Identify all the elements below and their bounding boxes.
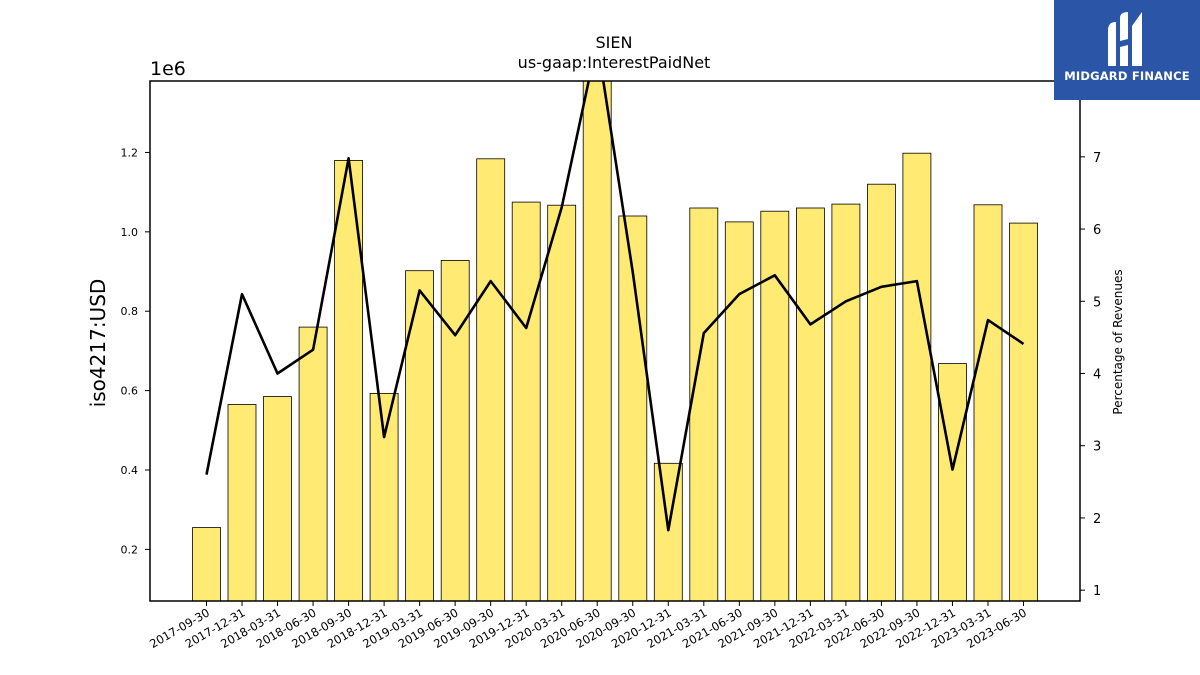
y2-tick-label: 3 bbox=[1093, 440, 1101, 455]
y-axis-label: iso4217:USD bbox=[86, 279, 110, 408]
bar bbox=[867, 183, 896, 601]
bar bbox=[369, 392, 399, 601]
plot-frame bbox=[149, 80, 1081, 602]
bar bbox=[192, 527, 221, 601]
bar bbox=[263, 396, 292, 601]
y-offset-label: 1e6 bbox=[150, 58, 186, 80]
bar bbox=[1009, 222, 1038, 601]
bar bbox=[476, 158, 506, 601]
bar bbox=[653, 462, 683, 601]
chart-title: SIEN bbox=[596, 33, 633, 52]
brand-logo: MIDGARD FINANCE bbox=[1054, 0, 1200, 100]
percentage-line bbox=[205, 81, 1025, 532]
plot-area: 0.20.40.60.81.01.212345672017-09-302017-… bbox=[121, 80, 1101, 651]
bar-series bbox=[192, 81, 1038, 601]
bar bbox=[760, 210, 790, 601]
bar bbox=[298, 326, 328, 601]
bar bbox=[902, 152, 932, 601]
bar bbox=[227, 404, 257, 601]
bar bbox=[547, 204, 577, 601]
bar bbox=[582, 81, 612, 601]
y-tick-label: 0.8 bbox=[121, 305, 139, 318]
y2-tick-label: 4 bbox=[1093, 368, 1101, 383]
bar bbox=[440, 259, 470, 601]
bar bbox=[938, 363, 967, 601]
bar bbox=[796, 207, 825, 601]
bar bbox=[831, 203, 861, 601]
y2-tick-label: 7 bbox=[1093, 151, 1101, 166]
y-tick-label: 1.2 bbox=[121, 146, 139, 159]
bar bbox=[405, 270, 435, 601]
y2-tick-label: 1 bbox=[1093, 584, 1101, 599]
chart-subtitle: us-gaap:InterestPaidNet bbox=[518, 53, 711, 72]
logo-text: MIDGARD FINANCE bbox=[1064, 69, 1190, 83]
y-tick-label: 0.4 bbox=[121, 464, 139, 477]
y-tick-label: 1.0 bbox=[121, 226, 139, 239]
y2-tick-label: 2 bbox=[1093, 512, 1101, 527]
y2-tick-label: 6 bbox=[1093, 223, 1101, 238]
logo-icon bbox=[1108, 12, 1142, 66]
bar bbox=[973, 204, 1003, 601]
y2-tick-label: 5 bbox=[1093, 295, 1101, 310]
y2-axis-label: Percentage of Revenues bbox=[1111, 269, 1125, 414]
bar bbox=[724, 221, 754, 601]
y-tick-label: 0.6 bbox=[121, 385, 139, 398]
bar bbox=[689, 207, 719, 601]
y-tick-label: 0.2 bbox=[121, 543, 139, 556]
bar bbox=[511, 201, 541, 601]
